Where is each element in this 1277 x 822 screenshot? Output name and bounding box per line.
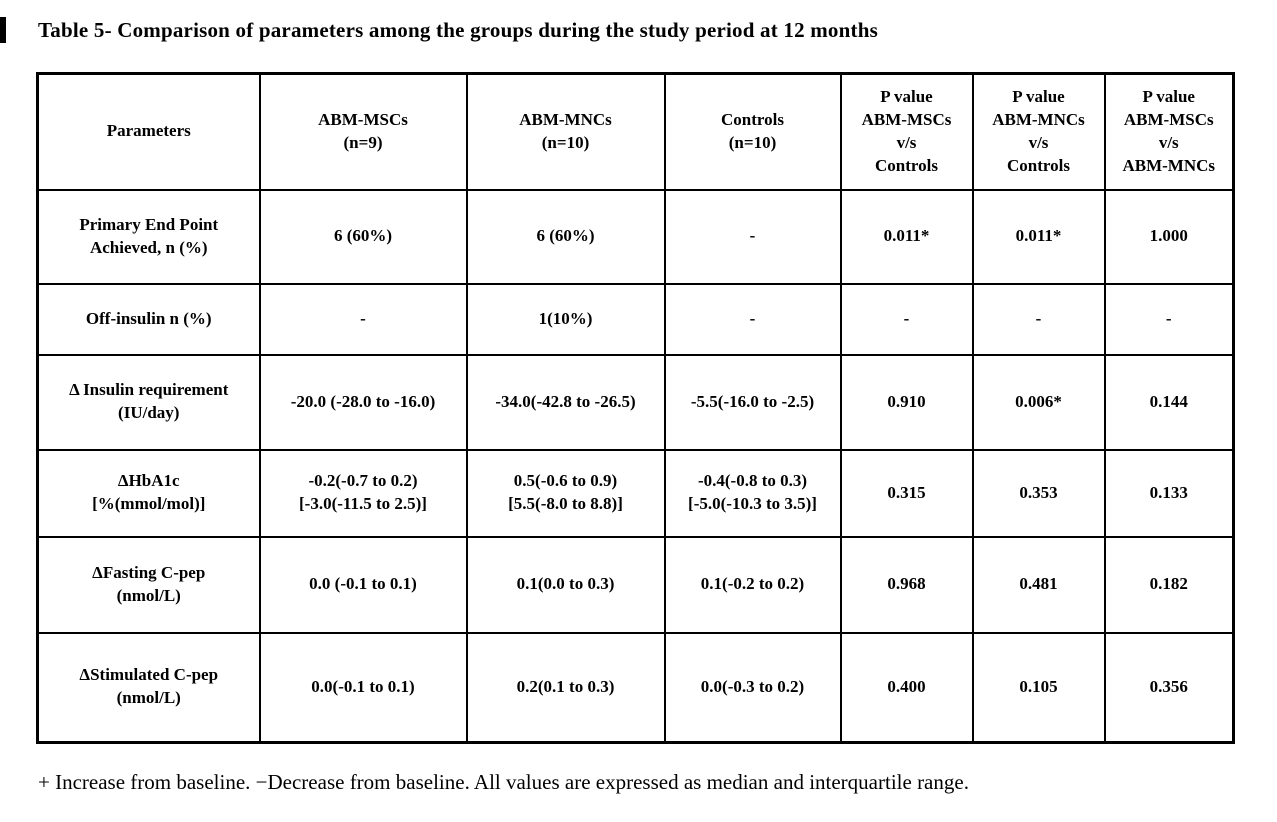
- table-row: Off-insulin n (%) - 1(10%) - - - -: [36, 282, 1235, 356]
- table-cell: -34.0(-42.8 to -26.5): [465, 353, 666, 451]
- column-header-abm-mncs: ABM-MNCs (n=10): [465, 72, 666, 191]
- column-header-parameters: Parameters: [36, 72, 261, 191]
- table-cell: 0.353: [971, 448, 1106, 538]
- table-cell: 0.182: [1103, 535, 1235, 634]
- table-cell: 0.356: [1103, 631, 1235, 744]
- table-cell: 0.2(0.1 to 0.3): [465, 631, 666, 744]
- table-cell: 0.481: [971, 535, 1106, 634]
- table-cell: 6 (60%): [258, 188, 468, 285]
- table-cell: 1(10%): [465, 282, 666, 356]
- table-cell: 0.011*: [839, 188, 974, 285]
- table-cell: 0.006*: [971, 353, 1106, 451]
- table-cell: -: [839, 282, 974, 356]
- table-row: ΔHbA1c [%(mmol/mol)] -0.2(-0.7 to 0.2) […: [36, 448, 1235, 538]
- table-title: Table 5- Comparison of parameters among …: [38, 18, 878, 42]
- row-header: Off-insulin n (%): [36, 282, 261, 356]
- table-row: ΔStimulated C-pep (nmol/L) 0.0(-0.1 to 0…: [36, 631, 1235, 744]
- footnote: + Increase from baseline. −Decrease from…: [38, 770, 969, 794]
- column-header-pvalue-mscs-vs-controls: P value ABM-MSCs v/s Controls: [839, 72, 974, 191]
- table-cell: -: [258, 282, 468, 356]
- table-row: Primary End Point Achieved, n (%) 6 (60%…: [36, 188, 1235, 285]
- table-cell: 0.0(-0.3 to 0.2): [663, 631, 842, 744]
- column-header-abm-mscs: ABM-MSCs (n=9): [258, 72, 468, 191]
- table-cell: -: [663, 188, 842, 285]
- column-header-pvalue-mncs-vs-controls: P value ABM-MNCs v/s Controls: [971, 72, 1106, 191]
- table-cell: 0.315: [839, 448, 974, 538]
- table-cell: 0.910: [839, 353, 974, 451]
- column-header-pvalue-mscs-vs-mncs: P value ABM-MSCs v/s ABM-MNCs: [1103, 72, 1235, 191]
- table-cell: 6 (60%): [465, 188, 666, 285]
- table-cell: -: [971, 282, 1106, 356]
- table-cell: 0.0 (-0.1 to 0.1): [258, 535, 468, 634]
- table-cell: -5.5(-16.0 to -2.5): [663, 353, 842, 451]
- table-cell: 0.144: [1103, 353, 1235, 451]
- table-cell: 0.5(-0.6 to 0.9) [5.5(-8.0 to 8.8)]: [465, 448, 666, 538]
- column-header-controls: Controls (n=10): [663, 72, 842, 191]
- table-cell: 0.968: [839, 535, 974, 634]
- row-header: ΔStimulated C-pep (nmol/L): [36, 631, 261, 744]
- margin-marker-bar: [0, 17, 6, 43]
- table-cell: -20.0 (-28.0 to -16.0): [258, 353, 468, 451]
- table-cell: 0.105: [971, 631, 1106, 744]
- table-cell: 0.133: [1103, 448, 1235, 538]
- table-cell: 0.1(0.0 to 0.3): [465, 535, 666, 634]
- table-cell: -: [1103, 282, 1235, 356]
- row-header: Primary End Point Achieved, n (%): [36, 188, 261, 285]
- header-row: Parameters ABM-MSCs (n=9) ABM-MNCs (n=10…: [36, 72, 1235, 191]
- table-cell: 1.000: [1103, 188, 1235, 285]
- row-header: ΔHbA1c [%(mmol/mol)]: [36, 448, 261, 538]
- table-cell: 0.400: [839, 631, 974, 744]
- parameters-table: Parameters ABM-MSCs (n=9) ABM-MNCs (n=10…: [36, 72, 1235, 744]
- table-cell: -: [663, 282, 842, 356]
- table-cell: -0.2(-0.7 to 0.2) [-3.0(-11.5 to 2.5)]: [258, 448, 468, 538]
- row-header: Δ Insulin requirement (IU/day): [36, 353, 261, 451]
- row-header: ΔFasting C-pep (nmol/L): [36, 535, 261, 634]
- table-cell: 0.011*: [971, 188, 1106, 285]
- table-cell: 0.1(-0.2 to 0.2): [663, 535, 842, 634]
- table-row: ΔFasting C-pep (nmol/L) 0.0 (-0.1 to 0.1…: [36, 535, 1235, 634]
- table-row: Δ Insulin requirement (IU/day) -20.0 (-2…: [36, 353, 1235, 451]
- table-cell: 0.0(-0.1 to 0.1): [258, 631, 468, 744]
- table-cell: -0.4(-0.8 to 0.3) [-5.0(-10.3 to 3.5)]: [663, 448, 842, 538]
